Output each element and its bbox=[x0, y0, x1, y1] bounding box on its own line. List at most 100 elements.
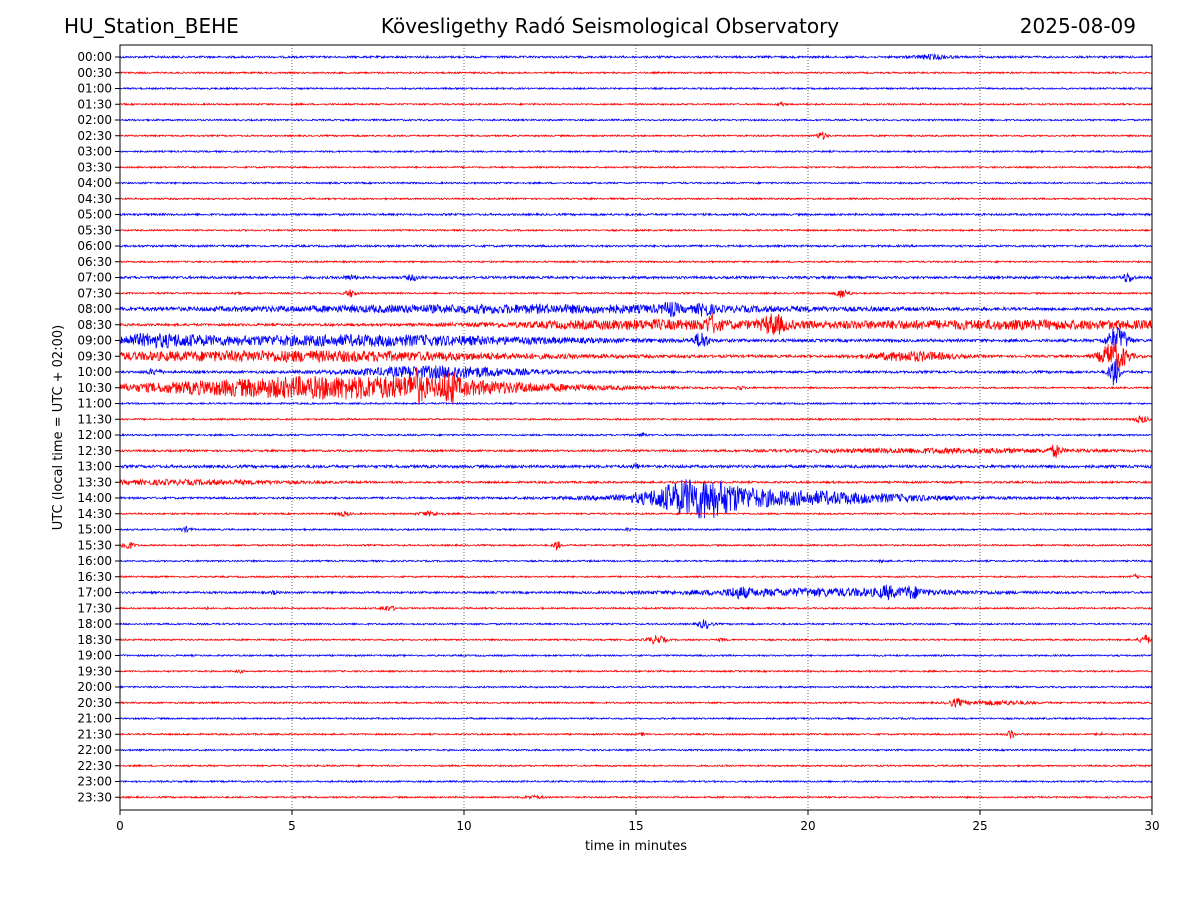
station-title: HU_Station_BEHE bbox=[64, 14, 239, 38]
trace-17-30 bbox=[119, 605, 1153, 612]
y-tick-label: 08:00 bbox=[77, 302, 112, 316]
y-tick-label: 01:00 bbox=[77, 82, 112, 96]
trace-13-00 bbox=[119, 463, 1152, 470]
trace-04-30 bbox=[119, 196, 1153, 201]
trace-21-00 bbox=[120, 716, 1153, 721]
trace-03-00 bbox=[119, 149, 1153, 154]
trace-15-00 bbox=[119, 526, 1152, 533]
trace-03-30 bbox=[119, 165, 1152, 170]
trace-22-00 bbox=[119, 748, 1153, 752]
trace-14-00 bbox=[119, 479, 1153, 519]
y-tick-label: 12:00 bbox=[77, 428, 112, 442]
y-tick-label: 19:30 bbox=[77, 664, 112, 678]
y-tick-label: 10:00 bbox=[77, 365, 112, 379]
trace-08-30 bbox=[119, 312, 1153, 336]
y-tick-label: 17:00 bbox=[77, 586, 112, 600]
x-tick-label: 10 bbox=[456, 819, 471, 833]
x-ticks: 0 5 10 15 20 25 30 bbox=[116, 810, 1160, 833]
trace-12-00 bbox=[119, 431, 1153, 438]
y-tick-label: 14:30 bbox=[77, 507, 112, 521]
y-tick-label: 22:00 bbox=[77, 743, 112, 757]
y-tick-label: 17:30 bbox=[77, 601, 112, 615]
y-tick-label: 01:30 bbox=[77, 97, 112, 111]
trace-09-30 bbox=[119, 342, 1153, 370]
trace-18-00 bbox=[119, 619, 1153, 630]
trace-06-30 bbox=[119, 259, 1153, 264]
y-tick-label: 13:30 bbox=[77, 475, 112, 489]
trace-19-00 bbox=[119, 653, 1153, 658]
trace-11-30 bbox=[119, 414, 1152, 424]
y-tick-label: 18:00 bbox=[77, 617, 112, 631]
y-tick-label: 02:30 bbox=[77, 129, 112, 143]
trace-10-00 bbox=[119, 358, 1153, 386]
y-tick-label: 04:30 bbox=[77, 192, 112, 206]
trace-11-00 bbox=[119, 401, 1153, 406]
y-tick-label: 15:30 bbox=[77, 538, 112, 552]
y-tick-label: 02:00 bbox=[77, 113, 112, 127]
x-tick-label: 20 bbox=[800, 819, 815, 833]
y-tick-label: 16:30 bbox=[77, 570, 112, 584]
y-axis-label: UTC (local time = UTC + 02:00) bbox=[51, 325, 66, 530]
y-tick-label: 09:00 bbox=[77, 334, 112, 348]
trace-09-00 bbox=[119, 326, 1153, 353]
trace-02-00 bbox=[119, 117, 1153, 123]
y-tick-label: 07:30 bbox=[77, 286, 112, 300]
y-tick-label: 08:30 bbox=[77, 318, 112, 332]
x-tick-label: 25 bbox=[972, 819, 987, 833]
y-tick-label: 05:30 bbox=[77, 223, 112, 237]
seismic-traces bbox=[119, 53, 1153, 800]
trace-02-30 bbox=[119, 131, 1153, 140]
trace-21-30 bbox=[119, 730, 1153, 739]
y-tick-label: 23:00 bbox=[77, 775, 112, 789]
y-tick-label: 12:30 bbox=[77, 444, 112, 458]
y-tick-label: 15:00 bbox=[77, 523, 112, 537]
trace-04-00 bbox=[119, 180, 1153, 186]
trace-08-00 bbox=[119, 301, 1153, 318]
y-tick-label: 22:30 bbox=[77, 759, 112, 773]
y-tick-label: 11:30 bbox=[77, 412, 112, 426]
y-tick-label: 18:30 bbox=[77, 633, 112, 647]
trace-00-00 bbox=[119, 53, 1153, 61]
x-tick-label: 5 bbox=[288, 819, 296, 833]
trace-22-30 bbox=[119, 763, 1152, 768]
trace-23-30 bbox=[120, 794, 1153, 800]
trace-07-00 bbox=[119, 272, 1153, 283]
trace-00-30 bbox=[119, 70, 1153, 75]
trace-10-30 bbox=[119, 367, 1153, 405]
trace-13-30 bbox=[119, 478, 1153, 487]
trace-17-00 bbox=[119, 584, 1153, 601]
y-tick-label: 10:30 bbox=[77, 381, 112, 395]
y-tick-label: 06:30 bbox=[77, 255, 112, 269]
x-tick-label: 0 bbox=[116, 819, 124, 833]
trace-07-30 bbox=[119, 289, 1153, 298]
x-tick-label: 15 bbox=[628, 819, 643, 833]
y-tick-label: 21:00 bbox=[77, 712, 112, 726]
date-title: 2025-08-09 bbox=[1019, 14, 1136, 38]
y-tick-label: 09:30 bbox=[77, 349, 112, 363]
y-tick-label: 04:00 bbox=[77, 176, 112, 190]
y-tick-label: 03:30 bbox=[77, 160, 112, 174]
y-tick-label: 20:30 bbox=[77, 696, 112, 710]
trace-01-00 bbox=[119, 86, 1153, 91]
observatory-title: Kövesligethy Radó Seismological Observat… bbox=[380, 14, 840, 38]
y-tick-label: 20:00 bbox=[77, 680, 112, 694]
trace-23-00 bbox=[119, 779, 1153, 784]
y-tick-label: 23:30 bbox=[77, 790, 112, 804]
y-tick-label: 13:00 bbox=[77, 460, 112, 474]
y-tick-label: 07:00 bbox=[77, 271, 112, 285]
trace-20-00 bbox=[119, 684, 1153, 690]
y-tick-label: 06:00 bbox=[77, 239, 112, 253]
trace-01-30 bbox=[119, 100, 1153, 107]
trace-16-30 bbox=[119, 572, 1153, 580]
trace-20-30 bbox=[120, 698, 1153, 708]
trace-12-30 bbox=[119, 444, 1153, 458]
trace-05-00 bbox=[119, 212, 1153, 217]
trace-14-30 bbox=[119, 509, 1153, 518]
y-tick-label: 03:00 bbox=[77, 145, 112, 159]
y-tick-label: 05:00 bbox=[77, 208, 112, 222]
trace-16-00 bbox=[119, 558, 1153, 564]
y-tick-label: 00:30 bbox=[77, 66, 112, 80]
y-tick-label: 14:00 bbox=[77, 491, 112, 505]
